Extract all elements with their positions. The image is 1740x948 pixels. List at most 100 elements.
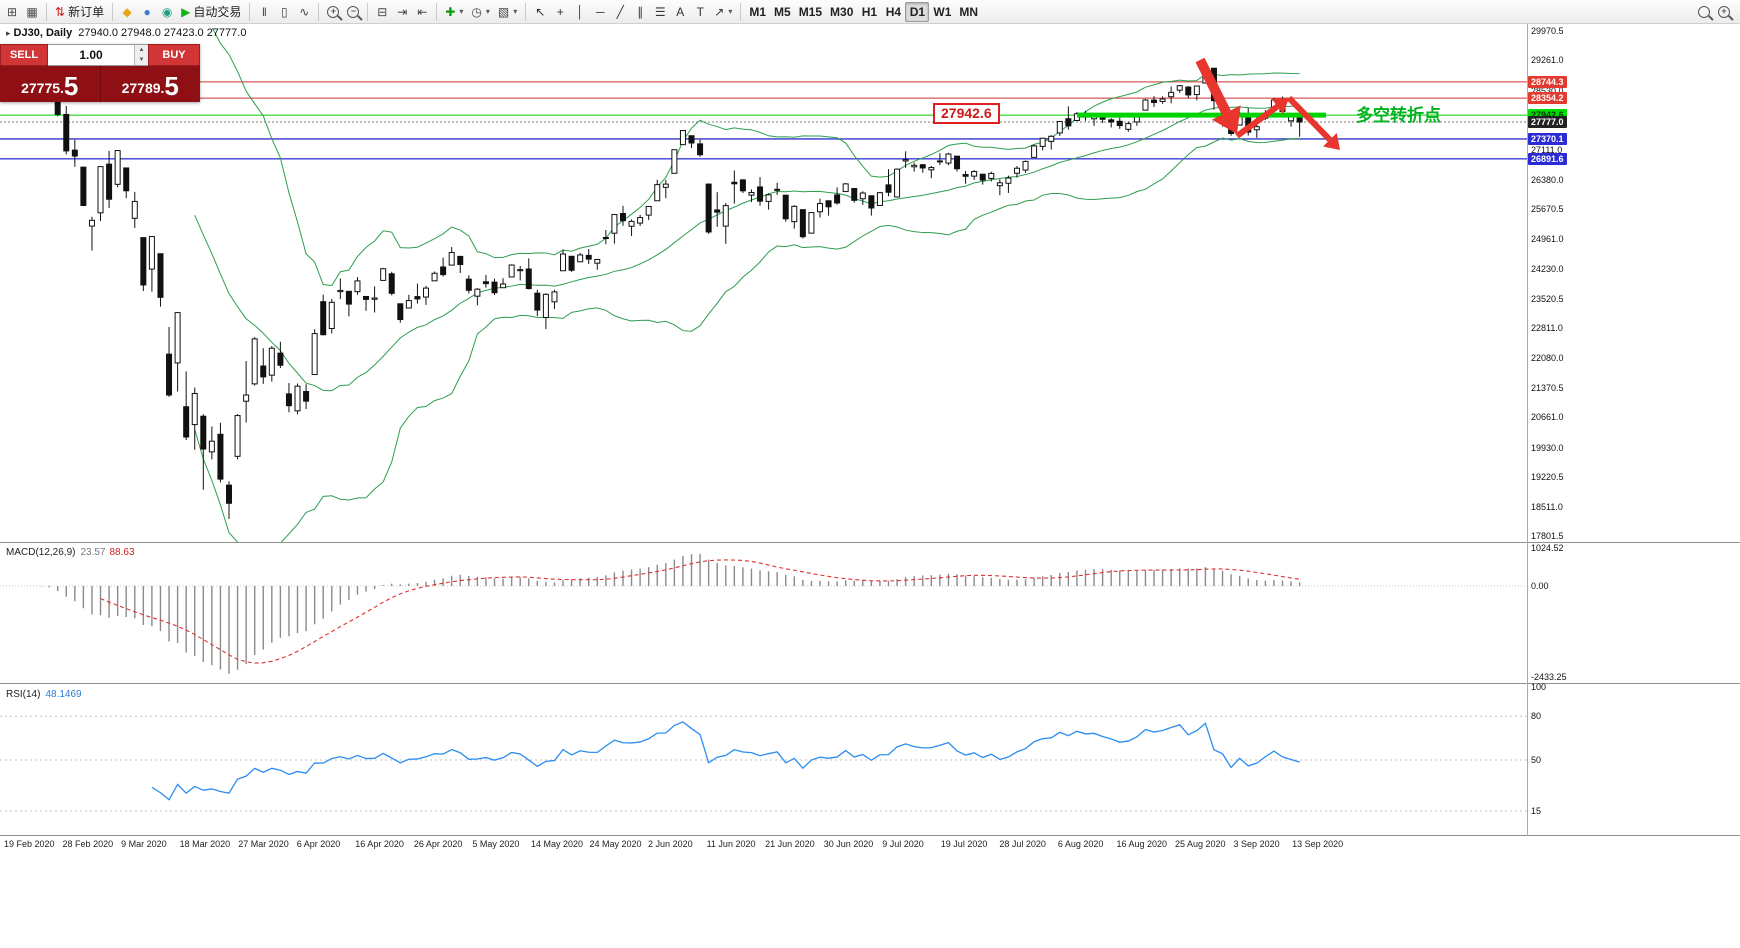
turning-point-note[interactable]: 多空转折点 bbox=[1356, 106, 1441, 125]
candle-body bbox=[320, 301, 327, 336]
indicators-button[interactable]: ✚ ▾ bbox=[441, 2, 467, 22]
lot-stepper: ▲ ▼ bbox=[134, 45, 148, 65]
search-button[interactable] bbox=[1694, 2, 1714, 22]
alerts-button[interactable]: ◆ bbox=[117, 2, 137, 22]
candle-body bbox=[765, 194, 772, 202]
toolbar-separator bbox=[112, 2, 114, 21]
equidistant-channel-button[interactable]: ∥ bbox=[630, 2, 650, 22]
candlestick-icon: ▯ bbox=[281, 4, 288, 19]
arrows-button[interactable]: ↗ ▾ bbox=[710, 2, 736, 22]
fibonacci-button[interactable]: ☰ bbox=[650, 2, 670, 22]
equidistant-channel-icon: ∥ bbox=[637, 4, 644, 19]
macd-main-value: 23.57 bbox=[80, 547, 106, 558]
templates-button[interactable]: ▧ ▾ bbox=[494, 2, 521, 22]
buy-price[interactable]: 27789. 5 bbox=[101, 66, 201, 102]
price-axis-label: 17801.5 bbox=[1531, 531, 1564, 542]
candle-body bbox=[294, 385, 301, 412]
timeframe-H1-button[interactable]: H1 bbox=[857, 2, 881, 22]
price-tag: 26891.6 bbox=[1528, 152, 1567, 165]
timeframe-M5-button[interactable]: M5 bbox=[770, 2, 795, 22]
autotrading-button[interactable]: ▶ 自动交易 bbox=[177, 2, 245, 22]
candle-body bbox=[971, 171, 978, 177]
toolbar: ⊞ ▦ ⇅ 新订单 ◆ ● ◉ ▶ 自动交易 ǁ ▯ ∿ + − ⊟ ⇥ ⇤ ✚ ▾ ◷ ▾ ▧ ▾ ↖ + │ ─ ╱ ∥ ☰ A T ↗ ▾ M… bbox=[0, 0, 1740, 24]
chart-shift-button[interactable]: ⇤ bbox=[412, 2, 432, 22]
community-button[interactable]: ● bbox=[137, 2, 157, 22]
date-axis-label: 24 May 2020 bbox=[589, 839, 642, 849]
line-chart-button[interactable]: ∿ bbox=[294, 2, 314, 22]
community-icon: ● bbox=[143, 4, 151, 19]
text-label-button[interactable]: T bbox=[690, 2, 710, 22]
date-axis-label: 28 Feb 2020 bbox=[62, 839, 114, 849]
profiles-button[interactable]: ▦ bbox=[22, 2, 42, 22]
zoom-in-button[interactable]: + bbox=[323, 2, 343, 22]
candle-body bbox=[731, 181, 738, 185]
market-button[interactable]: ◉ bbox=[157, 2, 177, 22]
price-level-callout[interactable]: 27942.6 bbox=[933, 103, 1000, 124]
buy-button[interactable]: BUY bbox=[148, 44, 200, 66]
price-tag: 28744.3 bbox=[1528, 75, 1567, 88]
toolbar-separator bbox=[46, 2, 47, 21]
candle-body bbox=[191, 392, 198, 426]
candle-body bbox=[996, 182, 1003, 187]
drawn-arrows[interactable] bbox=[1195, 57, 1340, 150]
auto-scroll-button[interactable]: ⇥ bbox=[392, 2, 412, 22]
candle-body bbox=[260, 365, 267, 378]
new-chart-button[interactable]: ⊞ bbox=[2, 2, 22, 22]
trade-panel-top-row: SELL 1.00 ▲ ▼ BUY bbox=[0, 44, 200, 66]
timeframe-M1-button[interactable]: M1 bbox=[745, 2, 770, 22]
macd-signal-value: 88.63 bbox=[109, 547, 135, 558]
candle-body bbox=[1142, 99, 1149, 111]
lot-increase-icon[interactable]: ▲ bbox=[135, 45, 148, 55]
candle-body bbox=[517, 269, 524, 272]
timeframe-M30-button[interactable]: M30 bbox=[826, 2, 857, 22]
lot-size-value[interactable]: 1.00 bbox=[79, 48, 103, 62]
timeframe-MN-button[interactable]: MN bbox=[955, 2, 982, 22]
vertical-line-button[interactable]: │ bbox=[570, 2, 590, 22]
candle-body bbox=[799, 209, 806, 238]
lot-size-field[interactable]: 1.00 ▲ ▼ bbox=[48, 44, 148, 66]
candle-body bbox=[277, 352, 284, 366]
lot-decrease-icon[interactable]: ▼ bbox=[135, 55, 148, 65]
tile-windows-button[interactable]: ⊟ bbox=[372, 2, 392, 22]
candle-body bbox=[679, 130, 686, 146]
timeframe-H4-button[interactable]: H4 bbox=[881, 2, 905, 22]
candle-body bbox=[500, 283, 507, 289]
candlestick-button[interactable]: ▯ bbox=[274, 2, 294, 22]
candle-body bbox=[174, 312, 181, 364]
date-axis-label: 6 Apr 2020 bbox=[296, 839, 341, 849]
macd-name: MACD(12,26,9) bbox=[6, 547, 76, 558]
candle-body bbox=[594, 258, 601, 264]
new-order-button[interactable]: ⇅ 新订单 bbox=[51, 2, 108, 22]
cursor-icon: ↖ bbox=[535, 4, 546, 19]
candle-body bbox=[354, 280, 361, 293]
macd-axis-label: 0.00 bbox=[1531, 580, 1549, 591]
periods-button[interactable]: ◷ ▾ bbox=[467, 2, 494, 22]
crosshair-button[interactable]: + bbox=[550, 2, 570, 22]
candle-body bbox=[63, 113, 70, 152]
price-axis-label: 25670.5 bbox=[1531, 204, 1564, 215]
toolbar-right: + bbox=[1694, 0, 1738, 23]
zoom-out-button[interactable]: − bbox=[343, 2, 363, 22]
candle-body bbox=[234, 415, 241, 457]
sell-button[interactable]: SELL bbox=[0, 44, 48, 66]
candle-body bbox=[166, 353, 173, 396]
trendline-button[interactable]: ╱ bbox=[610, 2, 630, 22]
magnifier-button[interactable]: + bbox=[1714, 2, 1734, 22]
macd-panel bbox=[0, 553, 1527, 674]
timeframe-M15-button[interactable]: M15 bbox=[795, 2, 826, 22]
date-axis-label: 6 Aug 2020 bbox=[1057, 839, 1104, 849]
candle-body bbox=[1013, 167, 1020, 174]
candle-body bbox=[868, 195, 875, 209]
horizontal-level-lines[interactable] bbox=[0, 81, 1527, 160]
text-button[interactable]: A bbox=[670, 2, 690, 22]
timeframe-W1-button[interactable]: W1 bbox=[929, 2, 955, 22]
cursor-button[interactable]: ↖ bbox=[530, 2, 550, 22]
candle-body bbox=[911, 164, 918, 168]
timeframe-D1-button[interactable]: D1 bbox=[905, 1, 930, 22]
candle-body bbox=[1193, 85, 1200, 96]
bar-chart-button[interactable]: ǁ bbox=[254, 2, 274, 22]
horizontal-line-button[interactable]: ─ bbox=[590, 2, 610, 22]
sell-price[interactable]: 27775. 5 bbox=[0, 66, 101, 102]
trendline-icon: ╱ bbox=[616, 4, 624, 19]
